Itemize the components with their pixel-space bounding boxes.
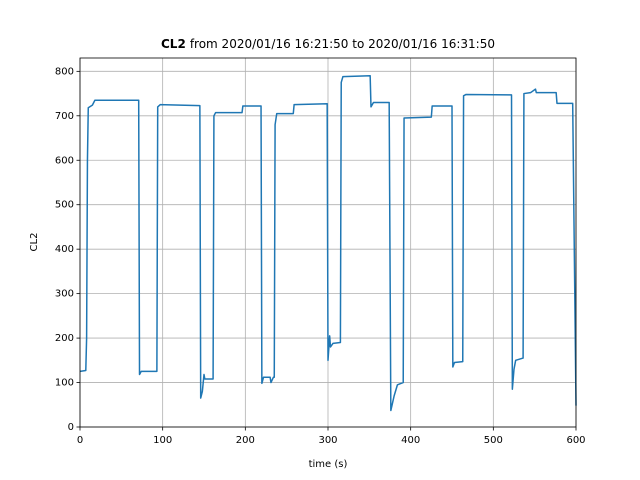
title-rest: from 2020/01/16 16:21:50 to 2020/01/16 1… (190, 37, 495, 51)
x-axis-label: time (s) (309, 459, 348, 470)
y-tick-label: 800 (55, 66, 74, 77)
y-tick-label: 500 (55, 200, 74, 211)
x-tick-label: 500 (484, 435, 503, 446)
x-tick-label: 300 (318, 435, 337, 446)
x-tick-label: 0 (77, 435, 83, 446)
chart-title: CL2 from 2020/01/16 16:21:50 to 2020/01/1… (161, 37, 495, 51)
y-tick-label: 100 (55, 378, 74, 389)
y-tick-label: 200 (55, 333, 74, 344)
title-bold: CL2 (161, 37, 186, 51)
y-tick-label: 300 (55, 289, 74, 300)
y-tick-label: 600 (55, 155, 74, 166)
axes-frame (79, 57, 577, 428)
y-tick-label: 700 (55, 111, 74, 122)
x-tick-label: 100 (153, 435, 172, 446)
y-tick-label: 400 (55, 244, 74, 255)
y-axis-label: CL2 (29, 233, 40, 252)
x-tick-label: 400 (401, 435, 420, 446)
y-tick-label: 0 (68, 422, 74, 433)
x-tick-label: 200 (236, 435, 255, 446)
data-line (79, 75, 577, 412)
x-tick-label: 600 (566, 435, 585, 446)
